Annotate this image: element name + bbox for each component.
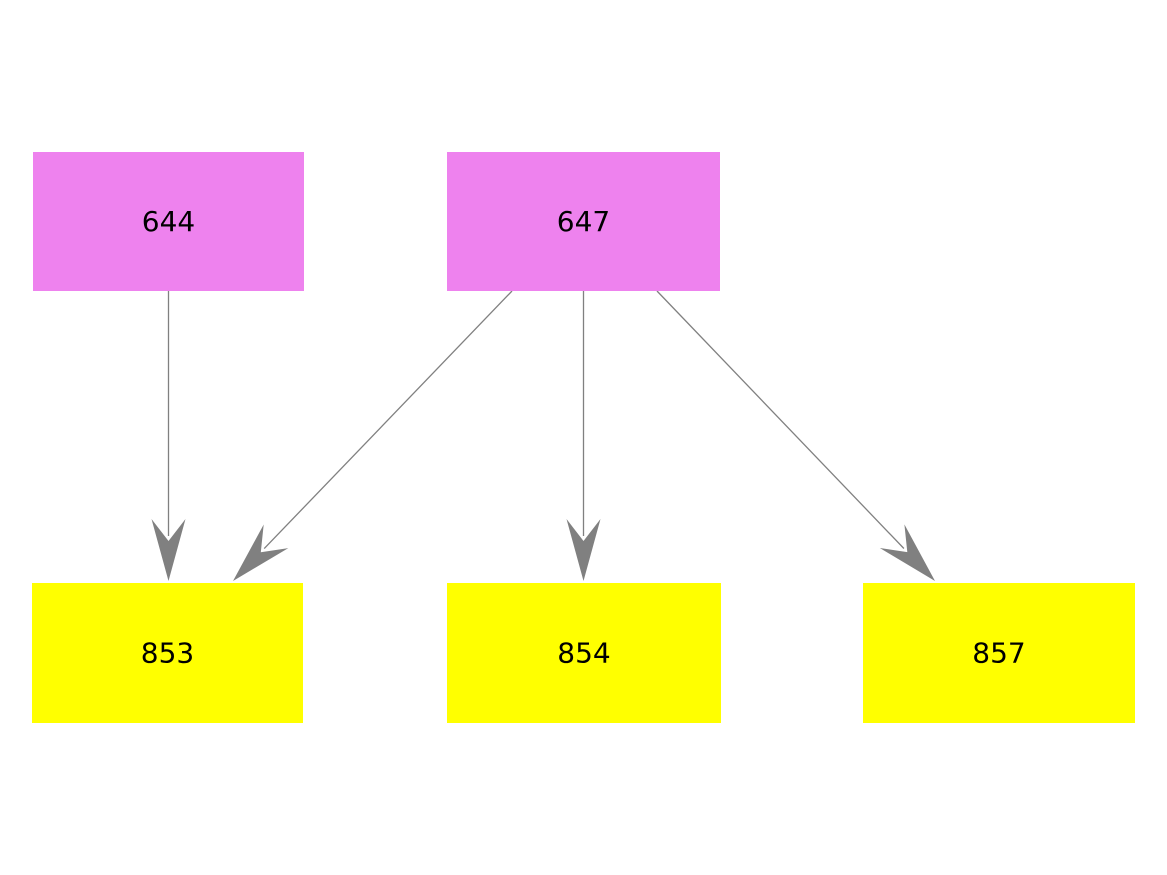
- node-rect: [447, 583, 721, 723]
- graph-edge-644-853: [151, 291, 186, 581]
- graph-node: 857: [863, 583, 1135, 723]
- node-rect: [863, 583, 1135, 723]
- edge-arrowhead-icon: [879, 524, 935, 581]
- node-label: 647: [557, 205, 610, 238]
- edge-line: [656, 290, 905, 549]
- node-label: 644: [142, 205, 195, 238]
- node-label: 857: [972, 637, 1025, 670]
- edge-arrowhead-icon: [151, 519, 186, 581]
- node-rect: [447, 152, 720, 291]
- graph-edge-647-853: [233, 290, 513, 581]
- node-label: 853: [141, 637, 194, 670]
- edge-arrowhead-icon: [233, 524, 289, 581]
- edge-arrowhead-icon: [566, 519, 601, 581]
- graph-node: 647: [447, 152, 720, 291]
- graph-edge-647-854: [566, 291, 601, 581]
- graph-edge-647-857: [656, 290, 935, 581]
- graph-node: 854: [447, 583, 721, 723]
- edge-line: [263, 290, 513, 550]
- node-rect: [33, 152, 304, 291]
- node-rect: [32, 583, 303, 723]
- graph-node: 853: [32, 583, 303, 723]
- graph-node: 644: [33, 152, 304, 291]
- node-label: 854: [557, 637, 610, 670]
